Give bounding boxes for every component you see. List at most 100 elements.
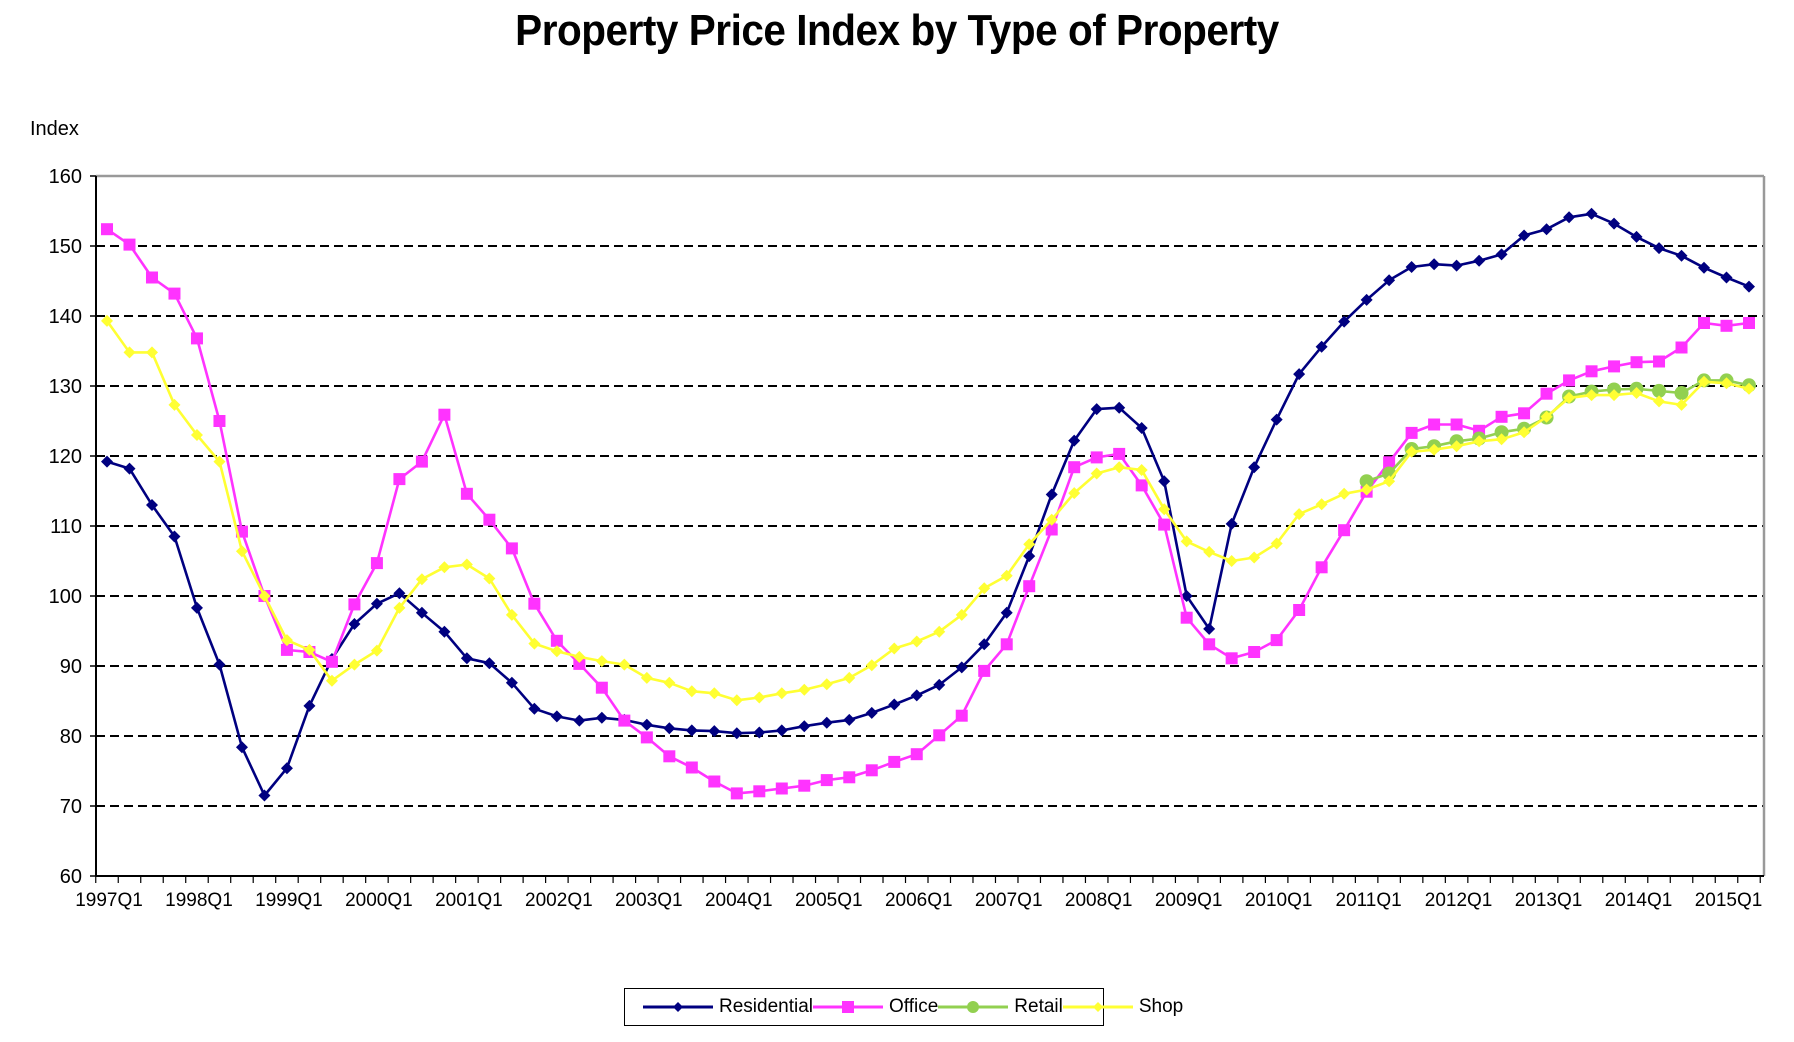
x-tick-label: 2007Q1 bbox=[975, 890, 1043, 911]
data-point-office bbox=[618, 714, 631, 727]
data-point-office bbox=[1248, 646, 1261, 658]
data-point-office bbox=[145, 271, 158, 284]
legend-marker-shop bbox=[1062, 1002, 1133, 1012]
data-point-office bbox=[438, 408, 451, 421]
x-tick-label: 2009Q1 bbox=[1155, 890, 1223, 911]
data-point-office bbox=[1315, 561, 1328, 574]
data-point-shop bbox=[1158, 503, 1171, 516]
data-point-residential bbox=[1338, 315, 1351, 328]
x-tick-label: 2004Q1 bbox=[705, 890, 773, 911]
data-point-shop bbox=[123, 346, 136, 359]
x-tick-label: 1999Q1 bbox=[255, 890, 323, 911]
data-point-residential bbox=[1450, 259, 1463, 272]
chart-title: Property Price Index by Type of Property bbox=[515, 6, 1279, 55]
data-point-office bbox=[1113, 447, 1126, 460]
data-point-shop bbox=[595, 655, 608, 668]
data-point-residential bbox=[1000, 606, 1013, 619]
data-point-residential bbox=[888, 698, 901, 711]
data-point-shop bbox=[955, 608, 968, 621]
legend: Residential Office Retail Shop bbox=[624, 988, 1183, 1026]
data-point-shop bbox=[640, 671, 653, 684]
data-point-residential bbox=[573, 714, 586, 727]
data-point-shop bbox=[618, 658, 631, 671]
data-point-shop bbox=[550, 645, 563, 658]
data-point-shop bbox=[798, 683, 811, 696]
data-point-office bbox=[820, 774, 833, 787]
data-point-office bbox=[1653, 355, 1666, 368]
data-point-shop bbox=[370, 644, 383, 657]
data-point-residential bbox=[393, 587, 406, 600]
x-tick-label: 2006Q1 bbox=[885, 890, 953, 911]
data-point-residential bbox=[708, 725, 721, 738]
x-tick-label: 2014Q1 bbox=[1605, 890, 1673, 911]
data-point-office bbox=[348, 598, 361, 611]
data-point-shop bbox=[933, 625, 946, 638]
data-point-residential bbox=[640, 718, 653, 731]
data-point-residential bbox=[1090, 403, 1103, 416]
data-point-office bbox=[1428, 418, 1441, 431]
data-point-office bbox=[325, 655, 338, 668]
data-point-shop bbox=[1248, 551, 1261, 564]
data-point-office bbox=[1068, 461, 1081, 474]
data-point-shop bbox=[1203, 545, 1216, 558]
data-point-shop bbox=[730, 694, 743, 707]
data-point-residential bbox=[663, 722, 676, 735]
data-point-shop bbox=[1450, 440, 1463, 453]
x-tick-label: 2011Q1 bbox=[1336, 890, 1402, 911]
legend-marker-office bbox=[813, 1001, 883, 1013]
data-point-shop bbox=[1090, 467, 1103, 480]
data-point-residential bbox=[595, 711, 608, 724]
data-point-shop bbox=[145, 346, 158, 359]
data-point-shop bbox=[1743, 382, 1755, 395]
data-point-residential bbox=[483, 657, 496, 670]
y-tick-label: 130 bbox=[49, 376, 82, 398]
data-point-shop bbox=[438, 561, 451, 574]
data-point-shop bbox=[213, 455, 226, 468]
data-point-office bbox=[978, 664, 991, 677]
x-tick-label: 2013Q1 bbox=[1515, 890, 1583, 911]
data-point-shop bbox=[910, 635, 923, 648]
data-point-shop bbox=[843, 671, 856, 684]
data-point-residential bbox=[168, 530, 181, 543]
data-point-office bbox=[573, 657, 586, 670]
data-point-shop bbox=[708, 687, 721, 700]
data-point-shop bbox=[101, 314, 113, 327]
data-point-office bbox=[1383, 456, 1396, 469]
data-point-residential bbox=[1383, 274, 1396, 287]
data-point-office bbox=[1135, 479, 1148, 492]
data-point-office bbox=[190, 332, 203, 345]
data-point-office bbox=[1045, 523, 1058, 536]
data-point-office bbox=[1450, 418, 1463, 431]
data-point-residential bbox=[415, 606, 428, 619]
data-point-office bbox=[1675, 341, 1688, 354]
data-point-office bbox=[528, 597, 541, 610]
series-residential bbox=[101, 207, 1755, 802]
data-point-residential bbox=[438, 625, 451, 638]
data-point-residential bbox=[1698, 261, 1711, 274]
data-point-shop bbox=[1540, 410, 1553, 423]
data-point-residential bbox=[370, 597, 383, 610]
data-point-residential bbox=[1270, 413, 1283, 426]
legend-item-shop: Shop bbox=[1062, 996, 1184, 1018]
data-point-office bbox=[1225, 652, 1238, 665]
data-point-residential bbox=[213, 658, 226, 671]
data-point-residential bbox=[258, 789, 271, 802]
data-point-residential bbox=[145, 499, 158, 511]
data-point-shop bbox=[190, 429, 203, 441]
data-point-residential bbox=[1518, 229, 1531, 242]
data-point-residential bbox=[1608, 217, 1621, 230]
data-point-shop bbox=[1113, 461, 1126, 474]
data-point-office bbox=[640, 731, 653, 744]
data-point-residential bbox=[1675, 249, 1688, 262]
data-point-office bbox=[168, 287, 181, 300]
data-point-shop bbox=[1045, 513, 1058, 526]
data-point-shop bbox=[1473, 435, 1486, 448]
series-office bbox=[101, 223, 1755, 800]
data-point-shop bbox=[1338, 487, 1351, 500]
data-point-shop bbox=[415, 573, 428, 586]
data-point-residential bbox=[910, 689, 923, 702]
legend-label-shop: Shop bbox=[1138, 996, 1184, 1017]
data-point-retail bbox=[1494, 425, 1509, 440]
data-point-office bbox=[775, 782, 788, 795]
